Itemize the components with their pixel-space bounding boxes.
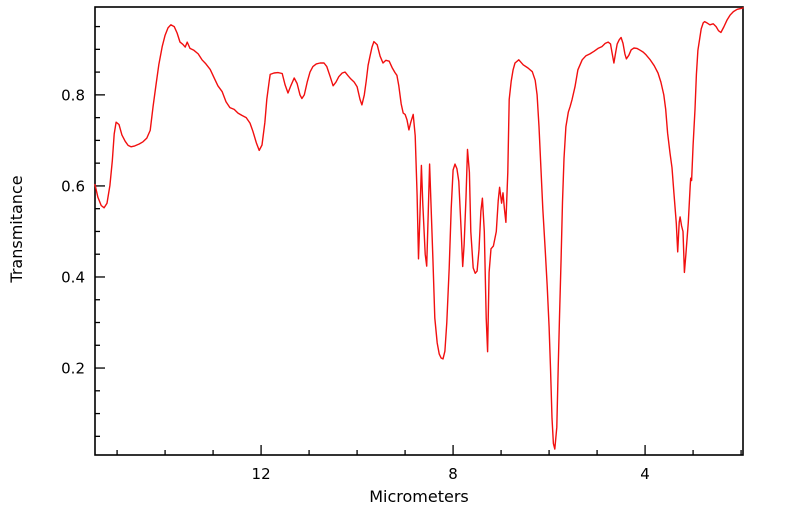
spectrum-curve (94, 7, 744, 450)
y-tick-label: 0.8 (61, 86, 85, 104)
tick-labels: 12 8 4 0.8 0.6 0.4 0.2 (61, 86, 650, 483)
x-tick-label: 4 (640, 465, 650, 483)
x-axis-title: Micrometers (369, 487, 469, 506)
axis-ticks (95, 25, 742, 455)
x-tick-label: 8 (448, 465, 458, 483)
x-tick-label: 12 (252, 465, 271, 483)
y-tick-label: 0.6 (61, 177, 85, 195)
y-tick-label: 0.4 (61, 268, 85, 286)
y-axis-title: Transmitance (7, 175, 26, 283)
y-tick-label: 0.2 (61, 360, 85, 378)
